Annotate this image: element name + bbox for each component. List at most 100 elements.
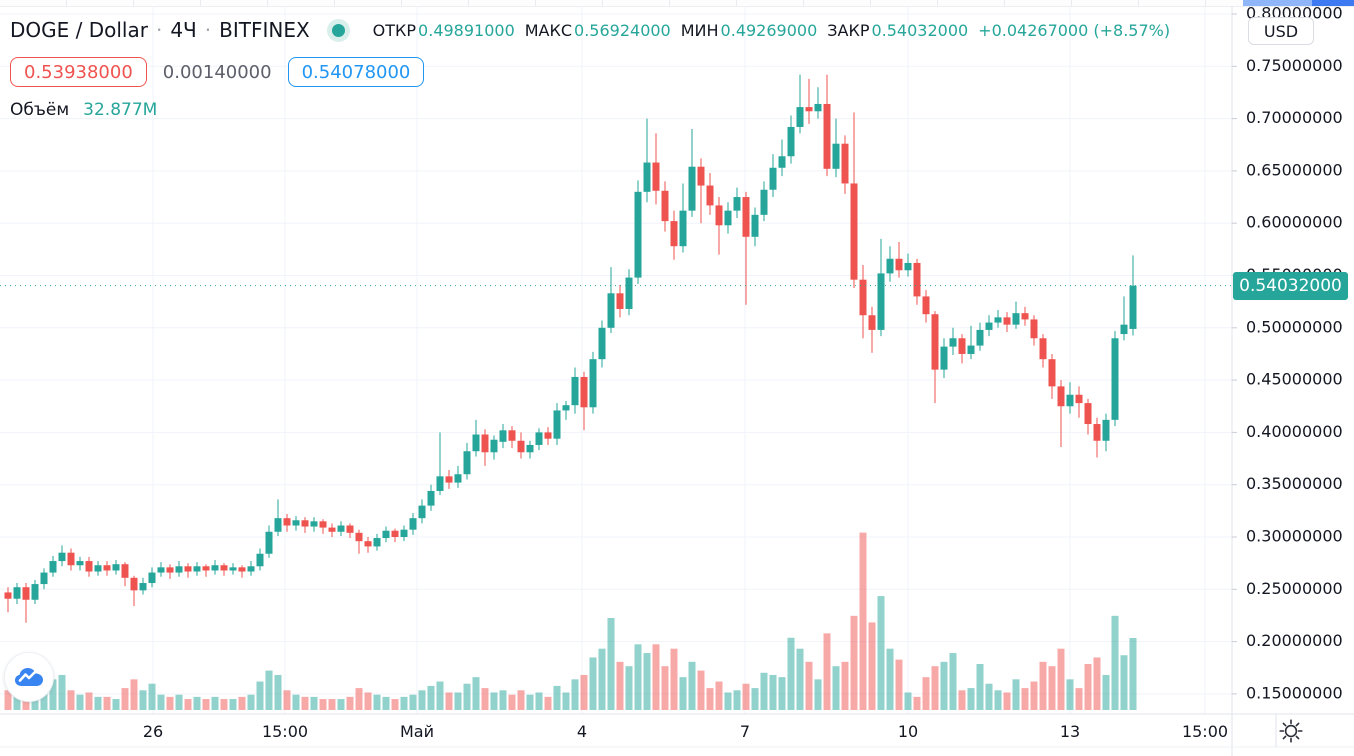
buy-ask-button[interactable]: 0.54078000 [287,57,425,87]
candles-series [4,74,1137,623]
candle [265,525,273,558]
volume-bar [1012,679,1020,710]
candle-body [193,566,201,572]
candle-body [103,565,111,571]
price-axis-label: 0.35000000 [1246,474,1343,493]
low-label: МИН [680,20,719,40]
time-axis-label: 7 [740,722,750,741]
candle-body [616,293,624,309]
candle-body [481,434,489,453]
candle-body [472,434,480,452]
candle-body [301,520,309,527]
candle-body [283,518,291,526]
candle [139,577,147,595]
volume-bar [85,692,93,710]
candle [949,327,957,355]
volume-bar [67,690,75,710]
candle [904,253,912,277]
time-axis-label: Май [400,722,434,741]
candle-body [211,565,219,571]
sell-bid-button[interactable]: 0.53938000 [10,57,147,87]
candle [1066,382,1074,414]
candle-body [1102,419,1110,441]
candle [1129,255,1137,336]
volume-bar [715,681,723,710]
volume-bar [211,696,219,710]
market-status-dot-icon[interactable] [331,23,345,37]
volume-bar [319,699,327,710]
time-axis-label: 10 [898,722,918,741]
candle [670,210,678,260]
candle-body [445,476,453,483]
candle [805,78,813,124]
volume-bar [949,653,957,710]
candle [157,562,165,577]
volume-bar [571,679,579,710]
volume-bar [301,696,309,710]
candle-body [796,107,804,127]
candle-body [976,329,984,346]
candle-body [256,553,264,567]
candle [517,432,525,459]
volume-bar [103,696,111,710]
candle [526,440,534,459]
candle-body [949,338,957,347]
candle-body [931,314,939,370]
candle-body [202,566,210,571]
volume-bar [931,666,939,710]
candle-body [1030,319,1038,339]
volume-label: Объём [10,100,70,120]
candle-body [499,430,507,442]
candle [301,517,309,533]
volume-bar [841,661,849,710]
volume-bar [454,692,462,710]
candle-body [841,143,849,184]
candle-body [778,156,786,168]
volume-bar [1093,657,1101,710]
candle-body [31,584,39,600]
candle-body [553,410,561,439]
candle-body [112,564,120,571]
candle [310,517,318,532]
price-scale[interactable]: 0.800000000.750000000.700000000.65000000… [1232,4,1343,703]
tradingview-logo[interactable] [4,652,54,702]
candle-body [310,521,318,527]
candle [787,115,795,164]
candle-body [706,185,714,206]
time-scale[interactable]: 26 15:00 Май 4 7 10 13 15:00 [143,722,1228,741]
candle [418,499,426,524]
candle [715,197,723,255]
volume-bar [976,664,984,710]
candle-body [751,214,759,237]
volume-bar [436,681,444,710]
candle [1075,386,1083,418]
candle-body [1075,394,1083,404]
volume-bar [517,690,525,710]
candle-body [337,525,345,532]
candle-body [49,561,57,573]
currency-usd-button[interactable]: USD [1248,17,1314,45]
symbol-title[interactable]: DOGE / Dollar [10,18,148,42]
candle [940,338,948,379]
candle-body [409,518,417,530]
candle [913,258,921,305]
volume-bar [1030,681,1038,710]
volume-bar [904,692,912,710]
volume-bar [697,670,705,710]
volume-bar [922,677,930,710]
candle-body [598,327,606,360]
volume-bar [1003,692,1011,710]
candle-body [373,538,381,547]
candle-body [94,565,102,572]
theme-toggle-button[interactable] [1276,716,1306,746]
price-axis-label: 0.50000000 [1246,317,1343,336]
candle [184,563,192,578]
candle [373,533,381,551]
candle-body [580,376,588,408]
candle [130,575,138,607]
candle [571,367,579,414]
volume-bar [967,688,975,710]
interval-label[interactable]: 4Ч [170,18,197,42]
candle-body [1084,403,1092,425]
